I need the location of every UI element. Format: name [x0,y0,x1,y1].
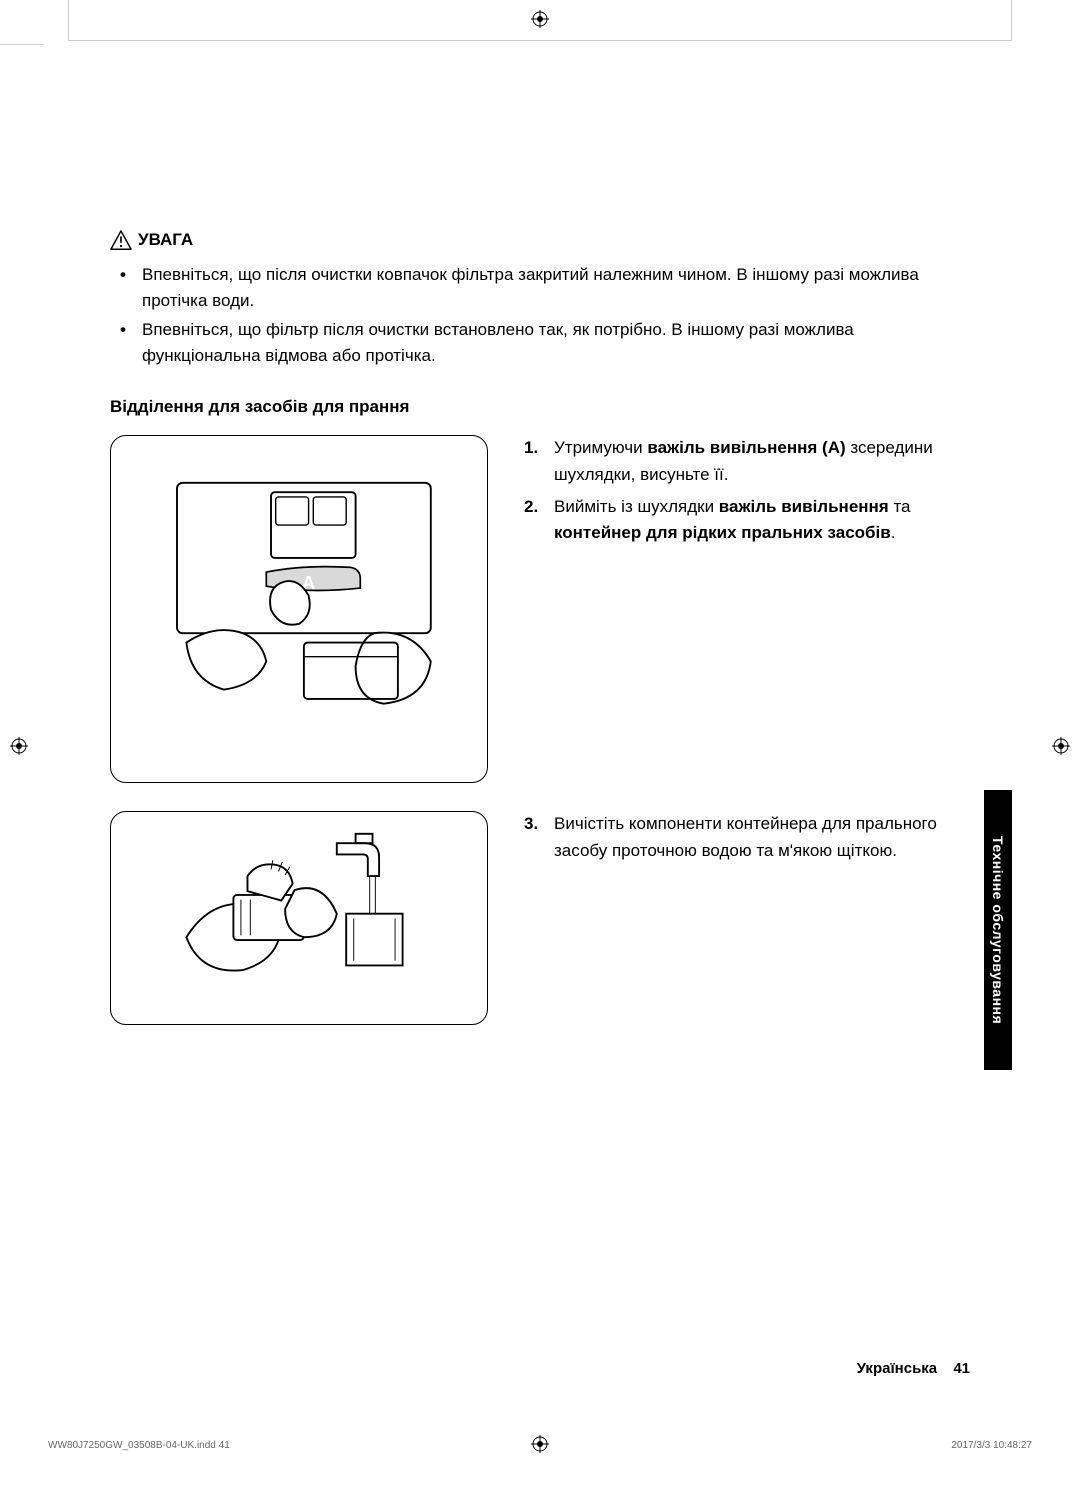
step-text-post: . [891,523,896,542]
step-number: 1. [524,435,538,461]
page-footer: Українська 41 [857,1360,970,1377]
step-text-bold: важіль вивільнення [719,497,889,516]
illustration-cleaning [110,811,488,1025]
main-content: УВАГА Впевніться, що після очистки ковпа… [110,230,970,1053]
crop-mark [0,44,44,45]
step-item: 3. Вичістіть компоненти контейнера для п… [524,811,970,864]
step-text-bold: важіль вивільнення (A) [647,438,845,457]
step-text-pre: Вийміть із шухлядки [554,497,719,516]
step-item: 1. Утримуючи важіль вивільнення (A) зсер… [524,435,970,488]
step-number: 2. [524,494,538,520]
step-text-block-2: 3. Вичістіть компоненти контейнера для п… [524,811,970,1025]
registration-mark-icon [1052,737,1070,755]
print-footer-timestamp: 2017/3/3 10:48:27 [951,1440,1032,1451]
registration-mark-icon [531,10,549,28]
registration-mark-icon [10,737,28,755]
warning-heading: УВАГА [110,230,970,250]
illustration-drawer-release: A [110,435,488,783]
footer-page-number: 41 [953,1360,970,1377]
warning-bullet: Впевніться, що фільтр після очистки вста… [116,317,970,370]
warning-bullet-list: Впевніться, що після очистки ковпачок фі… [116,262,970,369]
warning-label: УВАГА [138,230,193,250]
step-text: Вичістіть компоненти контейнера для прал… [554,814,937,859]
section-heading: Відділення для засобів для прання [110,397,970,417]
print-footer-filename: WW80J7250GW_03508B-04-UK.indd 41 [48,1440,230,1451]
step-text-mid: та [889,497,911,516]
step-block-1: A 1. Утримуючи важіль вивільнення (A) зс… [110,435,970,783]
section-tab: Технічне обслуговування [984,790,1012,1070]
step-block-2: 3. Вичістіть компоненти контейнера для п… [110,811,970,1025]
step-text-bold: контейнер для рідких пральних засобів [554,523,891,542]
step-text-pre: Утримуючи [554,438,647,457]
registration-mark-icon [531,1435,549,1453]
step-text-block-1: 1. Утримуючи важіль вивільнення (A) зсер… [524,435,970,783]
crop-mark [68,0,69,40]
step-number: 3. [524,811,538,837]
crop-mark [1011,0,1012,40]
warning-bullet: Впевніться, що після очистки ковпачок фі… [116,262,970,315]
warning-triangle-icon [110,230,132,250]
step-item: 2. Вийміть із шухлядки важіль вивільненн… [524,494,970,547]
footer-language: Українська [857,1360,937,1377]
